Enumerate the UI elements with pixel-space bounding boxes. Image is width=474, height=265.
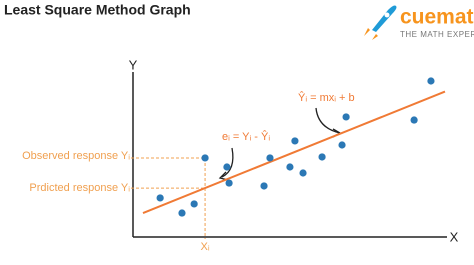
logo-icon	[364, 5, 397, 40]
point	[190, 200, 198, 208]
fit-arrow	[315, 107, 341, 134]
predicted-label: Prdicted response Yᵢ	[29, 182, 130, 194]
point	[410, 116, 418, 124]
point	[178, 209, 186, 217]
error-label: eᵢ = Yᵢ - Ŷᵢ	[222, 130, 270, 143]
xi-label: Xᵢ	[201, 241, 210, 253]
point	[318, 153, 326, 161]
fit-label: Ŷᵢ = mxᵢ + b	[298, 91, 355, 104]
point	[338, 141, 346, 149]
chart-title: Least Square Method Graph	[4, 2, 191, 18]
y-axis-label: Y	[129, 57, 138, 72]
point	[427, 77, 435, 85]
x-axis-label: X	[450, 229, 459, 244]
observed-label: Observed response Yᵢ	[22, 150, 130, 162]
logo-name: cuemath	[400, 6, 474, 29]
point	[225, 179, 233, 187]
point	[342, 113, 350, 121]
point	[201, 154, 209, 162]
point	[260, 182, 268, 190]
point	[286, 163, 294, 171]
logo-tagline: THE MATH EXPERT	[400, 30, 474, 39]
point	[299, 169, 307, 177]
point	[266, 154, 274, 162]
point	[291, 137, 299, 145]
fit-line	[142, 90, 446, 214]
point	[156, 194, 164, 202]
error-arrow	[221, 147, 234, 178]
point	[223, 163, 231, 171]
